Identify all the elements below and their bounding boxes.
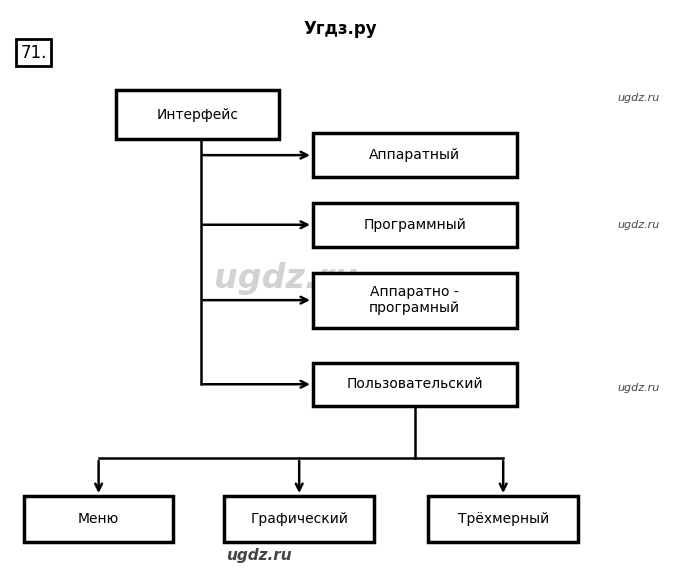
- FancyBboxPatch shape: [313, 362, 517, 406]
- Text: 71.: 71.: [20, 44, 47, 61]
- Text: Графический: Графический: [250, 512, 348, 526]
- Text: ugdz.ru: ugdz.ru: [226, 548, 291, 563]
- Text: ugdz.ru: ugdz.ru: [617, 93, 660, 103]
- Text: ugdz.ru: ugdz.ru: [617, 383, 660, 393]
- FancyBboxPatch shape: [313, 203, 517, 246]
- FancyBboxPatch shape: [116, 90, 279, 139]
- Text: Пользовательский: Пользовательский: [347, 377, 483, 392]
- FancyBboxPatch shape: [313, 273, 517, 328]
- Text: Аппаратно -
програмный: Аппаратно - програмный: [369, 285, 460, 316]
- Text: Трёхмерный: Трёхмерный: [458, 512, 549, 526]
- Text: Угдз.ру: Угдз.ру: [303, 20, 377, 38]
- FancyBboxPatch shape: [224, 496, 374, 542]
- Text: Аппаратный: Аппаратный: [369, 148, 460, 162]
- FancyBboxPatch shape: [428, 496, 578, 542]
- Text: Программный: Программный: [363, 218, 466, 232]
- Text: Интерфейс: Интерфейс: [156, 107, 238, 122]
- Text: Меню: Меню: [78, 512, 119, 526]
- Text: ugdz.ru: ugdz.ru: [214, 262, 358, 295]
- Text: ugdz.ru: ugdz.ru: [617, 220, 660, 230]
- FancyBboxPatch shape: [313, 133, 517, 177]
- FancyBboxPatch shape: [24, 496, 173, 542]
